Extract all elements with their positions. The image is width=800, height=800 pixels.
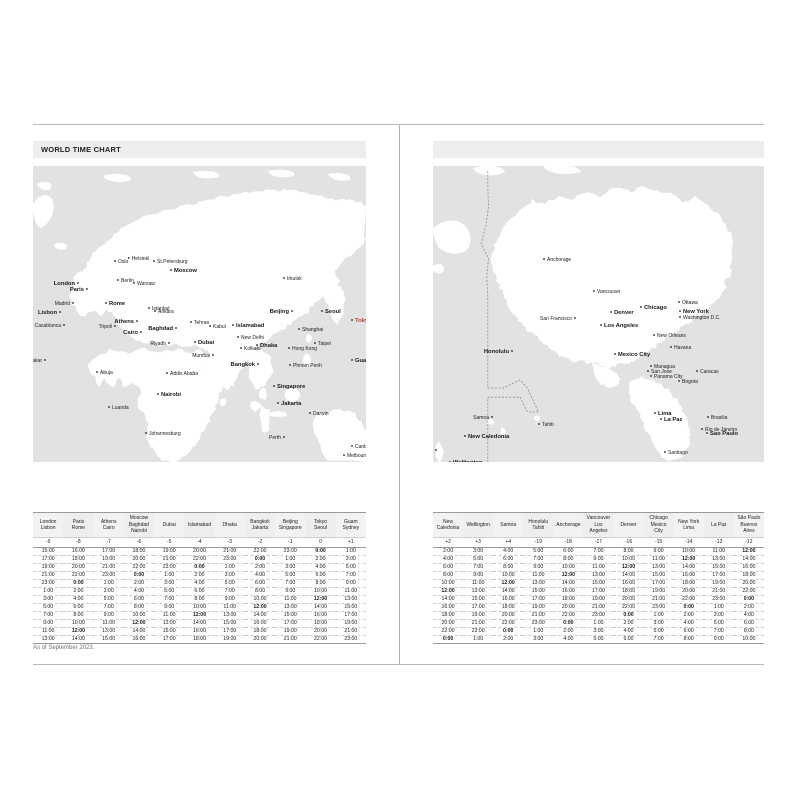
- svg-text:New Delhi: New Delhi: [241, 335, 264, 341]
- svg-text:Perth: Perth: [269, 435, 281, 441]
- svg-text:Tehran: Tehran: [194, 320, 210, 326]
- svg-text:Kabul: Kabul: [213, 324, 226, 330]
- svg-text:Honolulu: Honolulu: [484, 349, 510, 355]
- svg-text:Taipei: Taipei: [318, 341, 331, 347]
- svg-text:Chicago: Chicago: [644, 305, 667, 311]
- svg-text:New Caledonia: New Caledonia: [468, 434, 510, 440]
- svg-text:Jakarta: Jakarta: [281, 401, 302, 407]
- svg-text:Madrid: Madrid: [55, 301, 71, 307]
- svg-text:Dakar: Dakar: [33, 358, 42, 364]
- svg-text:Bogota: Bogota: [682, 379, 698, 385]
- svg-text:La Paz: La Paz: [664, 417, 682, 423]
- svg-text:Guam: Guam: [355, 358, 366, 364]
- svg-text:Ankara: Ankara: [158, 309, 174, 315]
- svg-text:San Francisco: San Francisco: [540, 316, 572, 322]
- svg-text:Ottawa: Ottawa: [682, 300, 698, 306]
- svg-text:Singapore: Singapore: [277, 384, 306, 390]
- svg-text:Beijing: Beijing: [270, 309, 290, 315]
- svg-text:Johannesburg: Johannesburg: [149, 431, 181, 437]
- svg-text:Tahiti: Tahiti: [542, 422, 554, 428]
- svg-text:Berlin: Berlin: [121, 278, 134, 284]
- svg-text:Nairobi: Nairobi: [161, 392, 181, 398]
- svg-text:Dubai: Dubai: [198, 340, 214, 346]
- svg-text:Los Angeles: Los Angeles: [604, 323, 638, 329]
- svg-text:Melbourne: Melbourne: [347, 453, 366, 459]
- svg-text:Wellington: Wellington: [453, 460, 483, 462]
- svg-text:Washington D.C.: Washington D.C.: [683, 315, 721, 321]
- svg-text:Riyadh: Riyadh: [150, 341, 166, 347]
- svg-text:Cairo: Cairo: [123, 330, 138, 336]
- svg-text:Kolkata: Kolkata: [244, 346, 261, 352]
- svg-text:Irkutsk: Irkutsk: [287, 276, 302, 282]
- svg-text:Addis Ababa: Addis Ababa: [170, 371, 198, 377]
- svg-text:Dhaka: Dhaka: [260, 343, 278, 349]
- svg-text:Canberra: Canberra: [355, 444, 366, 450]
- svg-text:Tripoli: Tripoli: [99, 324, 112, 330]
- svg-text:Mexico City: Mexico City: [618, 352, 651, 358]
- svg-text:Havana: Havana: [674, 345, 691, 351]
- svg-text:Sao Paulo: Sao Paulo: [710, 431, 738, 437]
- svg-text:Hong Kong: Hong Kong: [292, 346, 317, 352]
- svg-text:Shanghai: Shanghai: [302, 327, 323, 333]
- svg-text:Abuja: Abuja: [100, 370, 113, 376]
- svg-text:Islamabad: Islamabad: [236, 323, 265, 329]
- svg-text:Seoul: Seoul: [325, 309, 341, 315]
- svg-text:Phnom Penh: Phnom Penh: [293, 363, 322, 369]
- svg-text:Samoa: Samoa: [473, 415, 489, 421]
- svg-text:Moscow: Moscow: [174, 268, 197, 274]
- svg-text:Anchorage: Anchorage: [547, 257, 571, 263]
- svg-text:Lisbon: Lisbon: [38, 310, 57, 316]
- svg-text:Paris: Paris: [70, 287, 84, 293]
- svg-text:St.Petersburg: St.Petersburg: [157, 259, 188, 265]
- svg-text:Caracas: Caracas: [700, 369, 719, 375]
- svg-text:New Orleans: New Orleans: [657, 333, 686, 339]
- svg-text:Santiago: Santiago: [668, 450, 688, 456]
- svg-text:Helsinki: Helsinki: [132, 256, 150, 262]
- svg-text:Darwin: Darwin: [313, 411, 329, 417]
- svg-text:Warsaw: Warsaw: [137, 281, 155, 287]
- svg-text:Casablanca: Casablanca: [35, 323, 62, 329]
- svg-text:Vancouver: Vancouver: [597, 289, 621, 295]
- svg-text:Luanda: Luanda: [112, 405, 129, 411]
- svg-text:Athens: Athens: [114, 319, 134, 325]
- svg-text:Denver: Denver: [614, 310, 634, 316]
- svg-text:Rome: Rome: [109, 301, 126, 307]
- svg-text:Tokyo: Tokyo: [355, 318, 366, 324]
- svg-text:Mumbai: Mumbai: [192, 353, 210, 359]
- svg-text:Brasilia: Brasilia: [711, 415, 728, 421]
- svg-text:Panama City: Panama City: [654, 374, 683, 380]
- svg-text:Baghdad: Baghdad: [148, 326, 173, 332]
- svg-text:Bangkok: Bangkok: [231, 362, 256, 368]
- svg-text:Oslo: Oslo: [118, 259, 129, 265]
